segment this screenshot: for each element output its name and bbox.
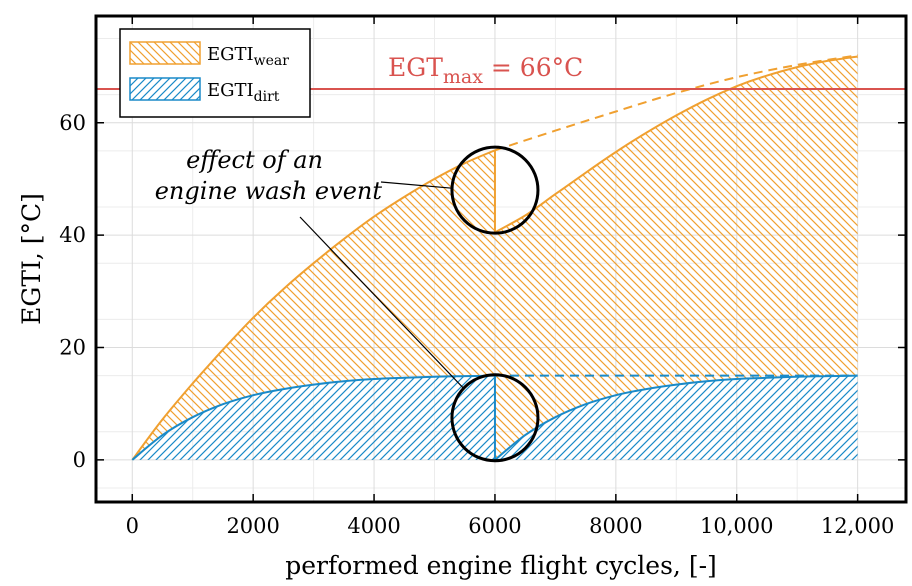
line-dirt-segment-1 [131, 374, 496, 461]
egt-max-label-sub: max [443, 66, 483, 88]
wash-circle-wear [450, 145, 540, 235]
hatched-areas [132, 56, 858, 460]
wash-circle-dirt [450, 373, 540, 463]
egt-max-label-base: EGT [388, 53, 443, 82]
x-tick-label: 12,000 [821, 514, 894, 538]
y-tick-label: 40 [59, 223, 86, 247]
y-tick-label: 0 [73, 448, 86, 472]
plot-frame [94, 14, 908, 504]
x-tick-label: 4000 [347, 514, 400, 538]
legend-label-base: EGTI [207, 44, 254, 65]
line-dirt-segment-2 [494, 374, 858, 461]
x-tick-label: 8000 [589, 514, 642, 538]
x-tick-label: 0 [126, 514, 139, 538]
y-axis-label: EGTI, [°C] [17, 193, 46, 325]
legend-swatch-wear [129, 41, 201, 65]
line-wear-segment-1 [131, 149, 496, 461]
y-tick-label: 60 [59, 111, 86, 135]
wash-event-annotation: effect of an engine wash event [155, 145, 540, 463]
legend-swatch-dirt [129, 77, 201, 101]
legend-label-dirt: EGTIdirt [207, 80, 280, 105]
axis-ticks: 0 2000 4000 6000 8000 10,000 12,000 0 20 40 60 [59, 16, 906, 538]
x-tick-label: 10,000 [700, 514, 773, 538]
area-wear-segment-1 [132, 150, 496, 460]
x-axis-label: performed engine flight cycles, [-] [285, 551, 717, 580]
legend-label-base: EGTI [207, 80, 254, 101]
annotation-line-1: effect of an [186, 146, 323, 174]
leader-line-dirt [299, 216, 465, 390]
y-tick-label: 20 [59, 335, 86, 359]
area-wear-segment-2 [495, 56, 858, 460]
legend-label-wear: EGTIwear [207, 44, 289, 69]
legend-label-sub: wear [254, 53, 290, 69]
legend-label-sub: dirt [254, 89, 280, 105]
line-wear-no-wash [494, 54, 858, 152]
egt-max-label: EGTmax = 66°C [388, 53, 583, 88]
area-dirt-segment-1 [132, 375, 496, 460]
line-wear-segment-2 [494, 55, 858, 234]
area-dirt-segment-2 [495, 375, 858, 460]
series-lines [131, 54, 858, 461]
annotation-line-2: engine wash event [155, 177, 383, 205]
egt-max-label-rest: = 66°C [483, 53, 583, 82]
x-tick-label: 2000 [226, 514, 279, 538]
x-tick-label: 6000 [468, 514, 521, 538]
leader-line-wear [380, 181, 453, 189]
